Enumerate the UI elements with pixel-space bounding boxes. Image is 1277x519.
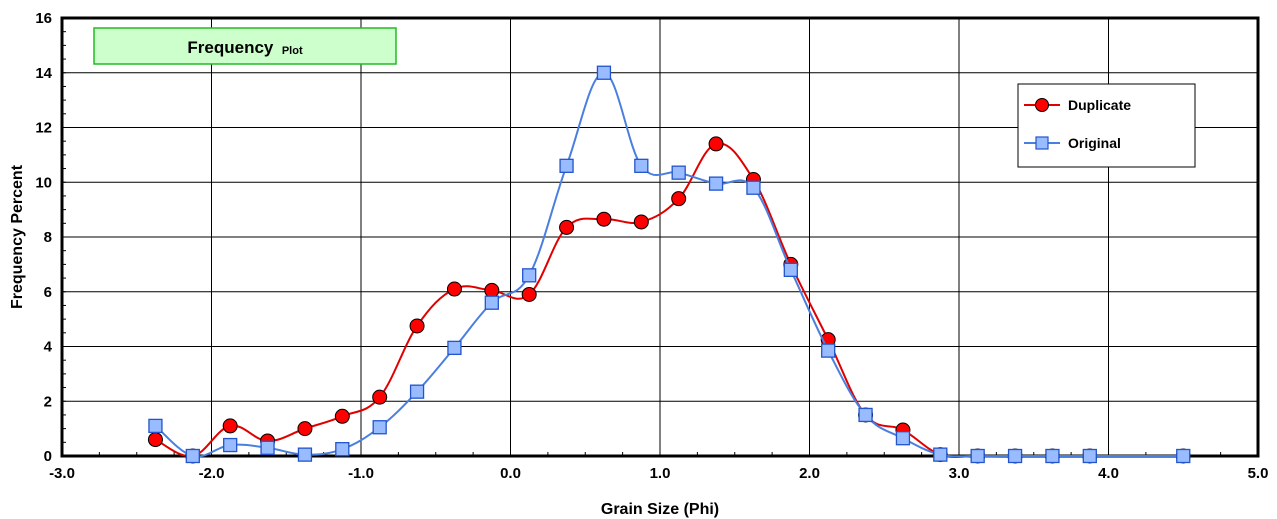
data-point-duplicate — [372, 389, 388, 405]
data-point-original — [970, 448, 985, 464]
y-tick-label: 2 — [44, 393, 52, 410]
data-point-original — [895, 431, 911, 446]
data-point-original — [1082, 448, 1097, 464]
data-point-original — [447, 340, 462, 356]
y-tick-label: 8 — [44, 229, 52, 246]
data-point-original — [746, 180, 761, 195]
chart-title: Frequency Plot — [187, 38, 303, 57]
data-point-original — [671, 165, 686, 180]
y-tick-label: 14 — [35, 65, 52, 82]
y-tick-label: 16 — [35, 10, 52, 27]
y-tick-label: 4 — [44, 339, 53, 356]
data-point-duplicate — [633, 214, 649, 230]
data-point-duplicate — [147, 432, 163, 448]
y-tick-label: 6 — [44, 284, 52, 301]
data-point-original — [1007, 448, 1023, 464]
data-point-duplicate — [297, 421, 313, 437]
data-point-original — [297, 447, 313, 462]
data-point-original — [858, 407, 873, 423]
x-tick-label: 0.0 — [500, 465, 521, 482]
data-point-original — [522, 268, 537, 283]
plot-area-frame — [60, 16, 1260, 458]
data-point-duplicate — [334, 408, 350, 424]
series-layer — [147, 65, 1191, 464]
data-point-original — [335, 442, 350, 457]
y-tick-label: 12 — [35, 120, 52, 137]
data-point-original — [1176, 448, 1191, 464]
data-point-original — [260, 440, 275, 455]
data-point-original — [596, 65, 612, 80]
legend-marker-original — [1035, 136, 1049, 150]
legend-label-duplicate: Duplicate — [1068, 97, 1131, 113]
data-point-original — [634, 158, 649, 173]
chart-title-main: Frequency — [187, 38, 274, 57]
data-point-duplicate — [446, 281, 462, 297]
data-point-duplicate — [222, 418, 238, 434]
data-point-original — [783, 262, 798, 278]
data-point-original — [933, 447, 948, 462]
legend-label-original: Original — [1068, 135, 1121, 151]
y-tick-label: 0 — [44, 448, 52, 465]
legend-marker-duplicate — [1035, 98, 1049, 112]
y-tick-label: 10 — [35, 174, 52, 191]
data-point-original — [148, 418, 163, 434]
x-tick-label: -2.0 — [199, 465, 225, 482]
data-point-original — [223, 437, 238, 453]
legend-item-original: Original — [1024, 135, 1121, 151]
data-point-original — [821, 343, 836, 358]
chart-title-box: Frequency Plot — [93, 27, 397, 65]
data-point-duplicate — [484, 282, 500, 298]
x-tick-label: 4.0 — [1098, 465, 1119, 482]
data-point-duplicate — [596, 211, 612, 227]
x-tick-label: 5.0 — [1248, 465, 1269, 482]
x-tick-labels: -3.0 -2.0 -1.0 0.0 1.0 2.0 3.0 4.0 5.0 — [49, 465, 1268, 482]
y-tick-labels: 0 2 4 6 8 10 12 14 16 — [35, 10, 52, 465]
data-point-original — [559, 158, 574, 173]
x-tick-label: -1.0 — [348, 465, 374, 482]
x-axis-title: Grain Size (Phi) — [601, 501, 719, 518]
chart-title-suffix: Plot — [282, 45, 303, 57]
data-point-duplicate — [521, 286, 537, 302]
legend-box — [1017, 83, 1196, 168]
data-point-duplicate — [409, 318, 425, 334]
legend: Duplicate Original — [1017, 83, 1196, 168]
legend-item-duplicate: Duplicate — [1024, 97, 1131, 113]
data-point-original — [372, 420, 387, 435]
series-original — [148, 65, 1191, 464]
x-tick-label: 2.0 — [799, 465, 820, 482]
data-point-original — [409, 384, 425, 399]
data-point-duplicate — [559, 219, 575, 235]
data-point-original — [484, 295, 499, 310]
data-point-duplicate — [708, 136, 724, 152]
x-tick-label: 3.0 — [949, 465, 970, 482]
x-tick-label: 1.0 — [650, 465, 671, 482]
x-tick-label: -3.0 — [49, 465, 75, 482]
y-axis-title: Frequency Percent — [9, 164, 26, 309]
data-point-original — [1045, 448, 1060, 464]
data-point-original — [185, 448, 200, 464]
data-point-original — [708, 176, 724, 191]
data-point-duplicate — [671, 191, 687, 207]
